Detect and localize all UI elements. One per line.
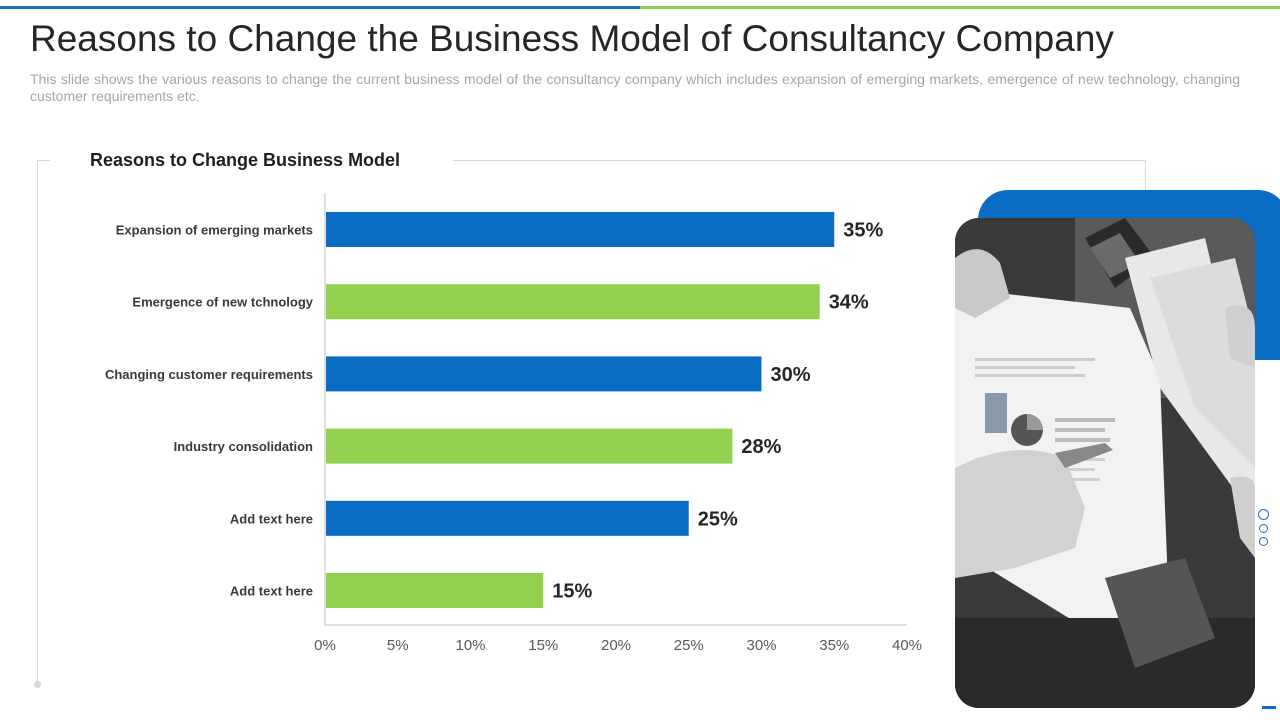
- x-tick-label: 0%: [314, 637, 336, 654]
- category-label: Expansion of emerging markets: [116, 223, 313, 238]
- chart-frame-top-line: [453, 160, 1146, 161]
- chart-title: Reasons to Change Business Model: [90, 150, 401, 170]
- top-accent-bar-green: [640, 6, 1280, 9]
- x-tick-label: 30%: [746, 637, 776, 654]
- bar: [326, 212, 835, 247]
- ring-icon: [1258, 509, 1269, 520]
- category-label: Industry consolidation: [174, 439, 313, 454]
- bar: [326, 356, 762, 392]
- bar: [326, 428, 733, 464]
- chart-frame-right-line: [1145, 160, 1146, 190]
- data-label: 35%: [843, 220, 883, 242]
- x-tick-label: 15%: [528, 637, 558, 654]
- bar: [326, 500, 689, 536]
- x-tick-label: 35%: [819, 637, 849, 654]
- data-label: 15%: [552, 581, 592, 603]
- ring-icon: [1259, 524, 1268, 533]
- x-tick-label: 10%: [455, 637, 485, 654]
- business-documents-photo: [955, 218, 1255, 708]
- top-accent-bar-blue: [0, 6, 640, 9]
- x-tick-label: 5%: [387, 637, 409, 654]
- bar-chart: Expansion of emerging markets 35% Emergenc…: [105, 193, 922, 654]
- photo-illustration: [955, 218, 1255, 708]
- category-label: Emergence of new tchnology: [132, 295, 313, 310]
- x-tick-label: 25%: [674, 637, 704, 654]
- category-label: Add text here: [230, 511, 313, 526]
- data-label: 25%: [698, 508, 738, 530]
- chart-frame-left-line: [37, 160, 38, 684]
- category-label: Add text here: [230, 584, 313, 599]
- chart-frame-left-tick: [37, 160, 50, 161]
- bar: [326, 573, 544, 608]
- corner-accent-mark: [1262, 706, 1276, 709]
- x-tick-label: 40%: [892, 637, 922, 654]
- data-label: 28%: [741, 436, 781, 458]
- slide-title: Reasons to Change the Business Model of …: [30, 18, 1114, 59]
- chart-frame-dot: [34, 681, 41, 688]
- decorative-rings: [1258, 509, 1269, 550]
- ring-icon: [1259, 537, 1268, 546]
- data-label: 34%: [829, 292, 869, 314]
- category-label: Changing customer requirements: [105, 367, 313, 382]
- bar: [326, 284, 820, 320]
- slide-subtitle: This slide shows the various reasons to …: [30, 71, 1240, 104]
- x-tick-label: 20%: [601, 637, 631, 654]
- data-label: 30%: [771, 364, 811, 386]
